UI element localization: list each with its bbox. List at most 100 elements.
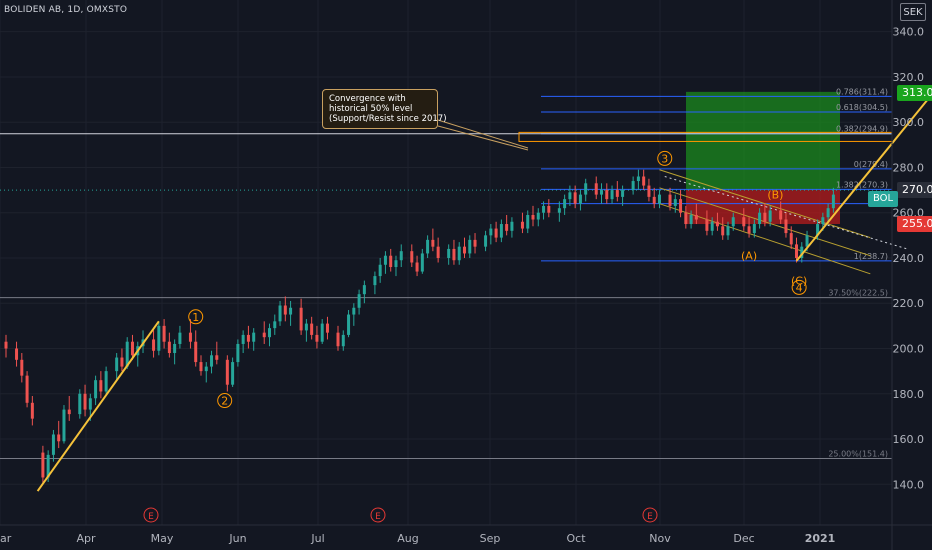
wave-lines [36,92,932,492]
candle-body [20,359,24,376]
price-tag-last: 270.0 [897,182,932,199]
candle-body [130,341,134,356]
candle-body [99,380,103,392]
currency-button[interactable]: SEK [900,3,926,21]
candle-body [452,248,456,261]
candle-body [684,212,688,225]
candle-body [57,434,61,442]
candle-body [78,393,82,415]
candle-body [795,244,798,258]
candle-body [520,221,524,229]
candle-body [821,217,825,225]
x-tick-label: Oct [566,532,586,545]
earnings-label: E [647,512,653,522]
candle-body [536,212,540,220]
candle-body [489,228,493,236]
candle-body [758,212,762,225]
candle-body [805,235,809,247]
x-tick-label: Sep [480,532,501,545]
wave-label: 2 [221,395,228,408]
annotation-line: (Support/Resist since 2017) [329,114,447,124]
candle-body [510,221,514,231]
candle-body [642,176,646,186]
candle-body [826,208,830,218]
candle-body [378,264,382,277]
candle-body [605,190,609,200]
price-tag-stop: 255.0 [897,216,932,233]
candle-body [747,226,751,234]
candle-body [88,398,92,410]
y-tick-label: 160.0 [893,433,925,446]
candle-body [621,190,625,197]
candle-body [362,285,366,295]
candle-body [673,199,677,206]
x-tick-label: Apr [76,532,96,545]
wave-label: (B) [767,189,783,202]
fib-level-label: 1.382(270.3) [836,180,888,189]
candle-body [162,325,166,342]
earnings-label: E [148,512,154,522]
candle-body [94,380,98,399]
candle-body [62,409,66,442]
candle-body [484,235,488,247]
candle-body [647,185,651,197]
candle-body [268,328,271,338]
candle-body [389,255,393,268]
candle-body [415,262,419,272]
candle-body [104,371,108,392]
candle-body [715,221,719,227]
x-tick-label: May [151,532,174,545]
candle-body [273,321,277,329]
candle-body [763,212,767,222]
candle-body [600,190,604,195]
candle-body [462,246,466,254]
candle-body [25,375,29,403]
candle-body [51,434,55,455]
candle-body [225,359,229,385]
candle-body [689,214,693,225]
x-tick-label: Jul [310,532,324,545]
y-tick-label: 300.0 [893,116,925,129]
candle-body [373,276,377,286]
candle-body [505,224,509,231]
candle-body [752,224,756,234]
candle-body [410,251,414,263]
candle-body [178,332,182,344]
price-tag-target: 313.0 [897,84,932,101]
callout-pointer [437,119,529,149]
candle-body [831,194,835,209]
annotation-line: historical 50% level [329,104,413,114]
y-tick-label: 200.0 [893,342,925,355]
candle-body [262,332,266,338]
stop-zone [686,190,840,225]
candle-body [325,323,329,333]
candle-body [188,332,192,342]
candle-body [742,217,746,227]
candle-body [542,205,546,213]
candle-body [447,248,451,258]
wave-label-circle [188,309,204,325]
candle-body [615,190,619,197]
x-tick-label: Dec [733,532,754,545]
symbol-price-tag: BOL [868,191,899,208]
candle-body [679,199,683,213]
candle-body [578,194,582,204]
fib-level-label: 0(279.4) [854,160,888,169]
candle-body [30,402,34,419]
earnings-label: E [375,512,381,522]
candle-body [231,362,235,385]
candle-body [568,192,572,200]
candle-body [789,233,793,245]
grid [0,0,892,525]
wave-label-circle [657,150,673,166]
retracement-label: 25.00%(151.4) [828,449,888,458]
candle-body [431,239,435,247]
y-tick-label: 180.0 [893,388,925,401]
candle-body [252,332,256,342]
candle-body [15,348,19,360]
candle-body [310,323,314,335]
x-tick-label: Aug [397,532,418,545]
candle-body [531,214,535,220]
